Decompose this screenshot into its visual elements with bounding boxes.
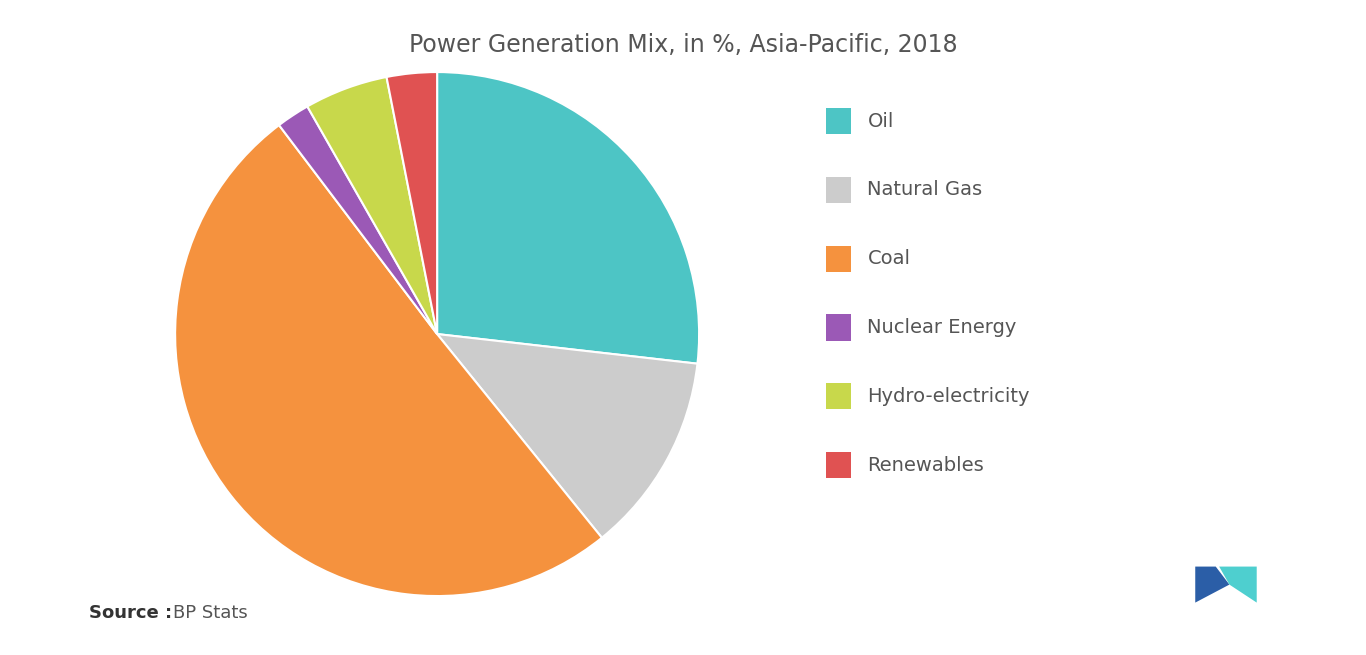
Text: Renewables: Renewables [867, 455, 984, 475]
Wedge shape [279, 107, 437, 334]
Text: Nuclear Energy: Nuclear Energy [867, 318, 1016, 337]
Wedge shape [175, 125, 602, 596]
Text: Source :: Source : [89, 605, 172, 622]
Text: Coal: Coal [867, 249, 910, 269]
Wedge shape [307, 77, 437, 334]
Text: Oil: Oil [867, 111, 893, 131]
Wedge shape [387, 72, 437, 334]
Wedge shape [437, 72, 699, 364]
Text: Natural Gas: Natural Gas [867, 180, 982, 200]
Text: Power Generation Mix, in %, Asia-Pacific, 2018: Power Generation Mix, in %, Asia-Pacific… [408, 33, 958, 57]
Wedge shape [437, 334, 698, 538]
Text: BP Stats: BP Stats [173, 605, 249, 622]
Text: Hydro-electricity: Hydro-electricity [867, 386, 1030, 406]
